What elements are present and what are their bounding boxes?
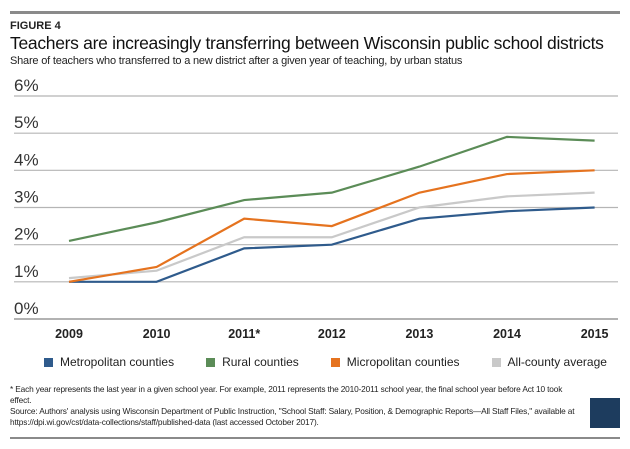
series-line-metropolitan-counties: [69, 206, 595, 283]
legend-label: Metropolitan counties: [60, 355, 175, 369]
legend-swatch: [44, 357, 53, 367]
cap-logo: [590, 398, 620, 428]
x-tick-label: 2011*: [228, 327, 260, 341]
legend-item: All-county average: [491, 355, 607, 369]
chart-subtitle: Share of teachers who transferred to a n…: [10, 55, 463, 67]
legend-item: Micropolitan counties: [330, 355, 460, 369]
notes: * Each year represents the last year in …: [10, 384, 580, 428]
legend-label: Rural counties: [222, 355, 299, 369]
y-tick-label: 3%: [14, 188, 39, 207]
legend-swatch: [330, 357, 340, 367]
legend-swatch: [491, 357, 501, 367]
legend-item: Rural counties: [206, 355, 299, 369]
y-tick-label: 1%: [14, 262, 39, 281]
y-tick-label: 0%: [14, 299, 39, 318]
x-tick-label: 2012: [318, 327, 346, 341]
series-line-rural-counties: [68, 135, 595, 243]
y-tick-label: 4%: [14, 150, 39, 169]
x-tick-label: 2009: [55, 327, 83, 341]
y-tick-label: 6%: [14, 76, 39, 95]
x-tick-label: 2015: [581, 327, 609, 341]
legend: Metropolitan counties Rural counties Micro…: [44, 355, 630, 369]
legend-swatch: [206, 357, 216, 367]
x-tick-label: 2013: [405, 327, 433, 341]
legend-label: Micropolitan counties: [346, 355, 460, 369]
footnote: * Each year represents the last year in …: [10, 384, 563, 405]
source-note: Source: Authors' analysis using Wisconsi…: [10, 406, 575, 427]
legend-label: All-county average: [507, 355, 607, 369]
series-line-all-county-average: [68, 191, 595, 280]
y-tick-label: 2%: [14, 225, 39, 244]
top-rule: [10, 11, 620, 14]
x-tick-label: 2014: [493, 327, 521, 341]
x-tick-label: 2010: [143, 327, 171, 341]
chart-title: Teachers are increasingly transferring b…: [10, 33, 604, 53]
series-line-micropolitan-counties: [68, 169, 595, 283]
legend-item: Metropolitan counties: [44, 355, 174, 369]
y-tick-label: 5%: [14, 113, 39, 132]
figure-label: FIGURE 4: [10, 20, 61, 32]
bottom-rule: [10, 437, 620, 439]
